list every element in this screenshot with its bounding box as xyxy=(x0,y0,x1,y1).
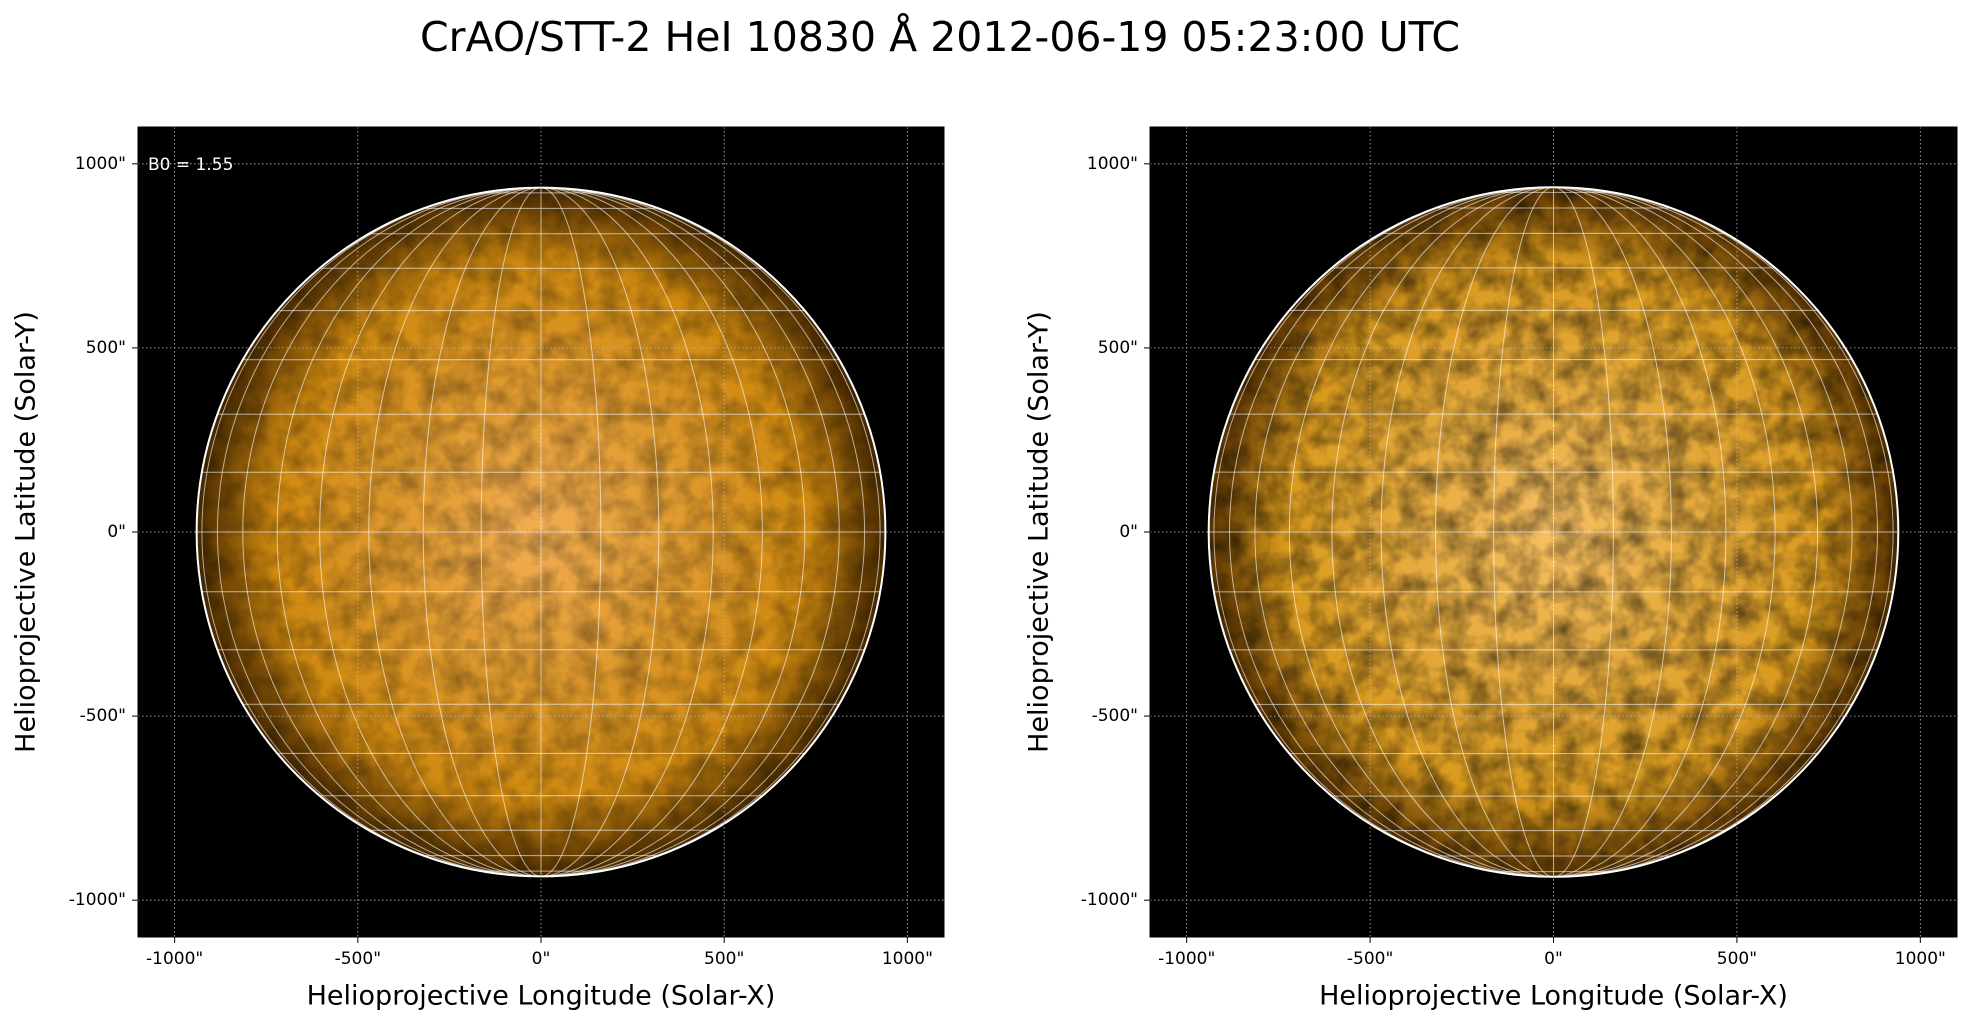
axes-frame xyxy=(1149,126,1958,938)
y-tick-label: 500" xyxy=(1098,338,1138,358)
y-axis-label: Helioprojective Latitude (Solar-Y) xyxy=(11,311,42,753)
annotation: B0 = 1.55 xyxy=(148,155,233,175)
y-tick-label: 1000" xyxy=(1087,154,1138,174)
y-tick-label: -500" xyxy=(1092,706,1138,726)
x-axis-label: Helioprojective Longitude (Solar-X) xyxy=(1319,981,1788,1012)
x-tick-label: -1000" xyxy=(146,949,203,969)
y-tick-label: -1000" xyxy=(1081,890,1138,910)
axes-frame xyxy=(137,126,945,938)
x-tick-label: 500" xyxy=(1717,949,1757,969)
x-tick-label: -500" xyxy=(335,949,381,969)
y-tick-label: -500" xyxy=(80,706,126,726)
x-tick-label: 0" xyxy=(1544,949,1563,969)
x-axis-label: Helioprojective Longitude (Solar-X) xyxy=(307,981,776,1012)
y-tick-label: 500" xyxy=(86,338,126,358)
x-tick-label: 0" xyxy=(532,949,551,969)
y-axis-label: Helioprojective Latitude (Solar-Y) xyxy=(1024,311,1055,753)
y-tick-label: 0" xyxy=(107,522,126,542)
x-tick-label: -1000" xyxy=(1158,949,1215,969)
y-tick-label: 0" xyxy=(1119,522,1138,542)
figure-title: CrAO/STT-2 HeI 10830 Å 2012-06-19 05:23:… xyxy=(420,13,1460,61)
x-tick-label: -500" xyxy=(1347,949,1393,969)
y-tick-label: -1000" xyxy=(69,890,126,910)
x-tick-label: 1000" xyxy=(1895,949,1946,969)
x-tick-label: 500" xyxy=(704,949,744,969)
y-tick-label: 1000" xyxy=(75,154,126,174)
x-tick-label: 1000" xyxy=(882,949,933,969)
